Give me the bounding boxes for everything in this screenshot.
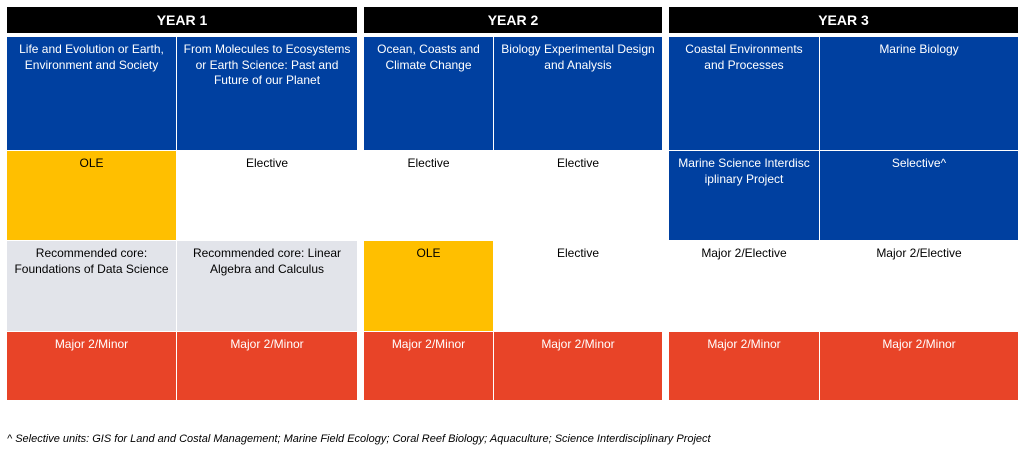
unit-cell-y3-s2-r1: Marine Biology [820,37,1018,150]
unit-cell-y2-s1-r1: Ocean, Coasts and Climate Change [364,37,493,150]
unit-cell-y1-s2-r1: From Molecules to Ecosystems or Earth Sc… [177,37,357,150]
selective-units-footnote: ^ Selective units: GIS for Land and Cost… [7,433,711,445]
unit-cell-y2-s1-r4: Major 2/Minor [364,332,493,400]
unit-cell-y1-s2-r3: Recommended core: Linear Algebra and Cal… [177,241,357,331]
unit-cell-y1-s2-r4: Major 2/Minor [177,332,357,400]
unit-cell-y2-s1-r3: OLE [364,241,493,331]
unit-cell-y3-s1-r3: Major 2/Elective [669,241,819,331]
unit-cell-y2-s2-r1: Biology Experimental Design and Analysis [494,37,662,150]
unit-cell-y2-s1-r2: Elective [364,151,493,240]
unit-cell-y2-s2-r3: Elective [494,241,662,331]
unit-cell-y3-s2-r3: Major 2/Elective [820,241,1018,331]
year-1-header: YEAR 1 [7,7,357,33]
unit-cell-y1-s1-r1: Life and Evolution or Earth, Environment… [7,37,176,150]
year-2-header: YEAR 2 [364,7,662,33]
unit-cell-y1-s1-r2: OLE [7,151,176,240]
unit-cell-y3-s1-r2: Marine Science Interdisciplinary Project [669,151,819,240]
unit-cell-y3-s2-r2: Selective^ [820,151,1018,240]
unit-cell-y1-s1-r4: Major 2/Minor [7,332,176,400]
unit-cell-y3-s1-r4: Major 2/Minor [669,332,819,400]
unit-cell-y2-s2-r2: Elective [494,151,662,240]
unit-cell-y1-s1-r3: Recommended core: Foundations of Data Sc… [7,241,176,331]
year-3-header: YEAR 3 [669,7,1018,33]
unit-cell-y3-s1-r1: Coastal Environments and Processes [669,37,819,150]
unit-cell-y3-s2-r4: Major 2/Minor [820,332,1018,400]
unit-cell-y2-s2-r4: Major 2/Minor [494,332,662,400]
unit-cell-y1-s2-r2: Elective [177,151,357,240]
